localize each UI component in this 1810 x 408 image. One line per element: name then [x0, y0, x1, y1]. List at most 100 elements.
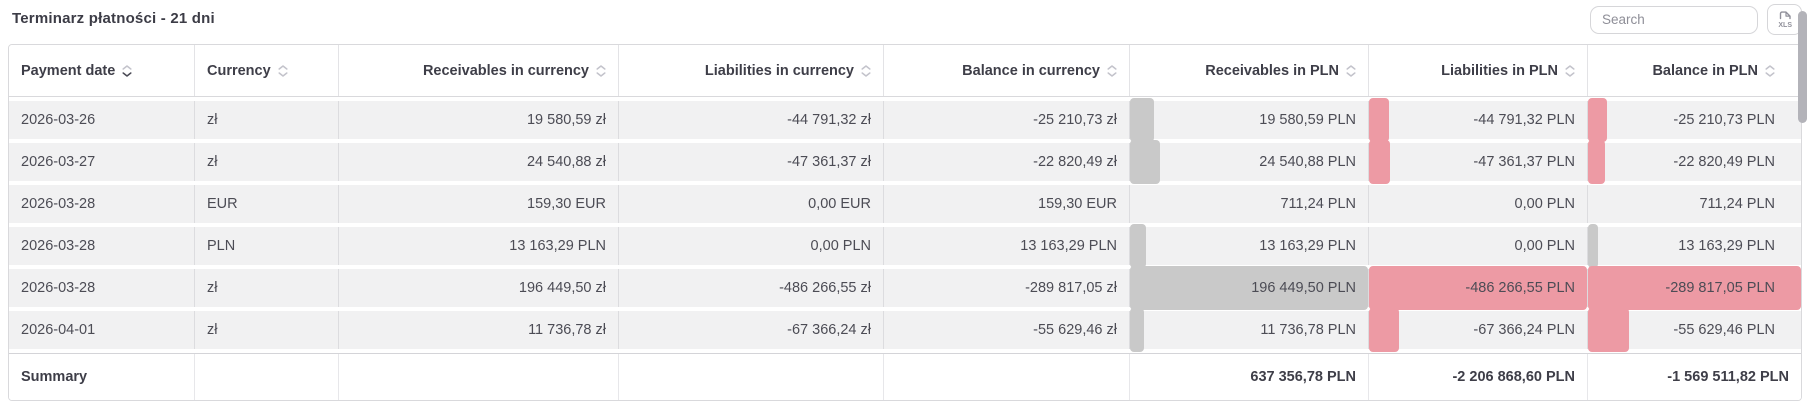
sort-icon — [861, 64, 871, 77]
cell-value: 2026-03-28 — [21, 196, 96, 212]
cell-value: zł — [207, 322, 218, 338]
summary-cell-currency — [194, 354, 338, 400]
cell-value: 0,00 PLN — [1514, 196, 1575, 212]
cell-receivables_pln: 24 540,88 PLN — [1129, 140, 1368, 184]
cell-value: -22 820,49 zł — [1033, 154, 1117, 170]
sort-icon — [1765, 64, 1775, 77]
negative-value-bar — [1369, 266, 1587, 310]
export-xls-button[interactable]: XLS — [1767, 4, 1802, 35]
cell-balance_currency: 13 163,29 PLN — [883, 227, 1129, 265]
column-header-liabilities_currency[interactable]: Liabilities in currency — [618, 45, 883, 96]
cell-receivables_pln: 13 163,29 PLN — [1129, 224, 1368, 268]
cell-receivables_pln: 196 449,50 PLN — [1129, 266, 1368, 310]
table-row: 2026-03-28 EUR 159,30 EUR 0,00 EUR 159,30 EU… — [9, 185, 1801, 223]
column-header-currency[interactable]: Currency — [194, 45, 338, 96]
cell-receivables_currency: 13 163,29 PLN — [338, 227, 618, 265]
cell-currency: zł — [194, 143, 338, 181]
summary-cell-receivables_currency — [338, 354, 618, 400]
cell-currency: zł — [194, 269, 338, 307]
cell-liabilities_pln: 0,00 PLN — [1368, 185, 1587, 223]
cell-value: -486 266,55 zł — [779, 280, 871, 296]
cell-value: 24 540,88 zł — [526, 154, 606, 170]
sort-icon — [596, 64, 606, 77]
cell-balance_pln: -22 820,49 PLN — [1587, 140, 1801, 184]
cell-value: 24 540,88 PLN — [1259, 154, 1356, 170]
cell-value: -47 361,37 PLN — [1473, 154, 1575, 170]
cell-liabilities_pln: -47 361,37 PLN — [1368, 140, 1587, 184]
cell-value: -22 820,49 PLN — [1673, 154, 1775, 170]
cell-liabilities_pln: -44 791,32 PLN — [1368, 98, 1587, 142]
summary-row: Summary 637 356,78 PLN -2 206 868,60 PLN -1… — [9, 353, 1801, 400]
positive-value-bar — [1130, 266, 1368, 310]
cell-receivables_currency: 196 449,50 zł — [338, 269, 618, 307]
column-header-receivables_currency[interactable]: Receivables in currency — [338, 45, 618, 96]
cell-value: 0,00 EUR — [808, 196, 871, 212]
cell-value: 196 449,50 PLN — [1251, 280, 1356, 296]
column-header-label: Payment date — [21, 62, 116, 79]
summary-cell-balance_currency — [883, 354, 1129, 400]
page-title: Terminarz płatności - 21 dni — [12, 10, 215, 27]
cell-value: 2026-03-28 — [21, 280, 96, 296]
cell-receivables_currency: 19 580,59 zł — [338, 101, 618, 139]
cell-balance_pln: -25 210,73 PLN — [1587, 98, 1801, 142]
table-body: 2026-03-26 zł 19 580,59 zł -44 791,32 zł -25… — [9, 98, 1801, 352]
column-header-liabilities_pln[interactable]: Liabilities in PLN — [1368, 45, 1587, 96]
xls-file-icon: XLS — [1778, 11, 1792, 29]
cell-balance_pln: 711,24 PLN — [1587, 185, 1801, 223]
cell-value: EUR — [207, 196, 238, 212]
column-header-receivables_pln[interactable]: Receivables in PLN — [1129, 45, 1368, 96]
cell-value: -486 266,55 PLN — [1465, 280, 1575, 296]
cell-liabilities_pln: -486 266,55 PLN — [1368, 266, 1587, 310]
cell-value: -25 210,73 zł — [1033, 112, 1117, 128]
positive-value-bar — [1588, 224, 1598, 268]
cell-value: 159,30 EUR — [1038, 196, 1117, 212]
cell-value: 2026-04-01 — [21, 322, 96, 338]
cell-value: 0,00 PLN — [810, 238, 871, 254]
positive-value-bar — [1130, 98, 1154, 142]
vertical-scrollbar-thumb[interactable] — [1798, 11, 1807, 123]
cell-receivables_currency: 159,30 EUR — [338, 185, 618, 223]
cell-balance_pln: -289 817,05 PLN — [1587, 266, 1801, 310]
table-row: 2026-03-28 zł 196 449,50 zł -486 266,55 zł -… — [9, 266, 1801, 310]
cell-value: -25 210,73 PLN — [1673, 112, 1775, 128]
cell-liabilities_currency: -44 791,32 zł — [618, 101, 883, 139]
cell-value: 11 736,78 PLN — [1260, 322, 1356, 338]
column-header-balance_currency[interactable]: Balance in currency — [883, 45, 1129, 96]
cell-currency: EUR — [194, 185, 338, 223]
cell-value: -44 791,32 zł — [787, 112, 871, 128]
cell-currency: PLN — [194, 227, 338, 265]
column-header-label: Currency — [207, 62, 271, 79]
cell-value: -55 629,46 PLN — [1673, 322, 1775, 338]
cell-liabilities_pln: 0,00 PLN — [1368, 227, 1587, 265]
cell-receivables_pln: 711,24 PLN — [1129, 185, 1368, 223]
column-header-label: Liabilities in PLN — [1441, 62, 1558, 79]
cell-value: 2026-03-28 — [21, 238, 96, 254]
cell-value: 711,24 PLN — [1699, 196, 1775, 212]
cell-currency: zł — [194, 311, 338, 349]
summary-cell-liabilities_pln: -2 206 868,60 PLN — [1368, 354, 1587, 400]
cell-value: zł — [207, 112, 218, 128]
cell-value: -289 817,05 zł — [1025, 280, 1117, 296]
column-header-label: Liabilities in currency — [704, 62, 854, 79]
cell-receivables_currency: 24 540,88 zł — [338, 143, 618, 181]
cell-balance_pln: -55 629,46 PLN — [1587, 308, 1801, 352]
cell-value: -44 791,32 PLN — [1473, 112, 1575, 128]
table-row: 2026-03-27 zł 24 540,88 zł -47 361,37 zł -22… — [9, 140, 1801, 184]
cell-payment_date: 2026-03-28 — [9, 185, 194, 223]
cell-payment_date: 2026-04-01 — [9, 311, 194, 349]
search-input[interactable] — [1590, 5, 1758, 34]
column-header-balance_pln[interactable]: Balance in PLN — [1587, 45, 1801, 96]
cell-value: 11 736,78 zł — [528, 322, 606, 338]
cell-balance_pln: 13 163,29 PLN — [1587, 224, 1801, 268]
cell-balance_currency: -55 629,46 zł — [883, 311, 1129, 349]
cell-receivables_pln: 19 580,59 PLN — [1129, 98, 1368, 142]
cell-value: PLN — [207, 238, 236, 254]
negative-value-bar — [1369, 98, 1390, 142]
cell-liabilities_currency: 0,00 EUR — [618, 185, 883, 223]
column-header-label: Receivables in PLN — [1205, 62, 1339, 79]
column-header-payment_date[interactable]: Payment date — [9, 45, 194, 96]
table-row: 2026-03-28 PLN 13 163,29 PLN 0,00 PLN 13 163… — [9, 224, 1801, 268]
cell-value: zł — [207, 280, 218, 296]
column-header-label: Receivables in currency — [422, 62, 589, 79]
cell-value: -67 366,24 PLN — [1473, 322, 1575, 338]
